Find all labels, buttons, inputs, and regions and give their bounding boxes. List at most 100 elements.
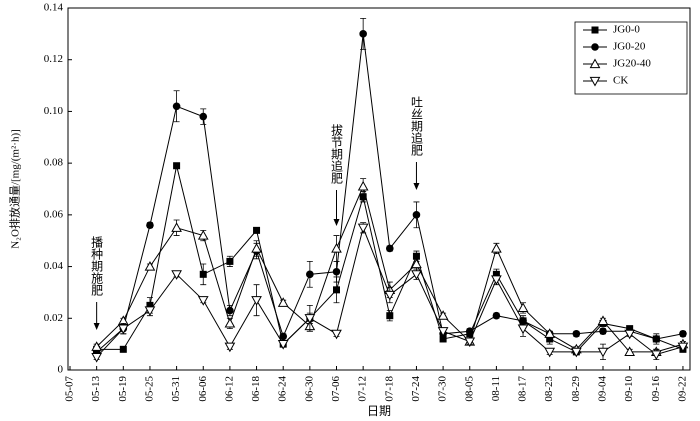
legend-label: JG0-0 (613, 24, 640, 36)
marker (304, 314, 316, 324)
x-tick-label: 05-25 (143, 376, 155, 402)
x-tick-label: 07-06 (330, 376, 342, 402)
marker (517, 324, 529, 335)
series-line (96, 184, 684, 353)
marker (253, 226, 261, 234)
marker (277, 297, 289, 307)
marker (386, 244, 394, 253)
x-tick-label: 09-10 (623, 376, 635, 402)
marker (172, 102, 181, 111)
x-tick-label: 06-12 (223, 376, 235, 402)
x-tick-label: 06-18 (250, 376, 262, 402)
x-tick-label: 08-05 (463, 376, 475, 402)
x-tick-label: 05-31 (170, 376, 182, 402)
marker (277, 340, 289, 350)
marker (91, 352, 102, 363)
marker (173, 162, 181, 170)
marker (491, 242, 502, 253)
x-tick-label: 05-07 (64, 376, 76, 402)
y-tick-label: 0.04 (44, 260, 64, 272)
x-tick-label: 08-23 (543, 376, 555, 402)
marker (331, 329, 342, 340)
marker (597, 315, 609, 325)
legend-label: CK (613, 75, 628, 87)
marker (591, 43, 599, 51)
marker (197, 296, 209, 306)
arrow-head (93, 323, 100, 330)
marker (197, 230, 209, 240)
marker (597, 347, 609, 358)
marker (117, 324, 129, 335)
y-tick-label: 0 (58, 364, 64, 376)
annotation: 播种期施肥 (90, 236, 104, 296)
y-tick-label: 0.02 (44, 312, 63, 324)
marker (624, 329, 635, 340)
marker (589, 58, 601, 69)
arrow-head (333, 219, 340, 226)
arrow-head (413, 183, 420, 190)
marker (226, 306, 234, 315)
marker (306, 270, 314, 279)
y-tick-label: 0.14 (44, 2, 64, 14)
x-tick-label: 07-12 (357, 376, 369, 402)
x-tick-label: 09-22 (676, 376, 688, 402)
marker (384, 290, 396, 301)
marker (571, 347, 582, 358)
annotation: 拔节期追肥 (330, 123, 344, 184)
marker (544, 328, 556, 338)
x-tick-label: 09-04 (597, 376, 609, 402)
marker (357, 180, 369, 191)
marker (652, 335, 661, 343)
legend-label: JG0-20 (613, 41, 646, 53)
marker (251, 296, 262, 306)
marker (331, 242, 342, 253)
x-tick-label: 09-16 (650, 376, 662, 402)
marker (199, 270, 207, 278)
marker (146, 221, 154, 229)
marker (679, 330, 687, 338)
marker (589, 76, 601, 87)
marker (546, 335, 554, 343)
marker (199, 112, 208, 121)
marker (357, 223, 369, 234)
marker (591, 26, 599, 34)
marker (171, 270, 182, 280)
marker (437, 327, 449, 337)
x-tick-label: 08-29 (570, 376, 582, 402)
x-tick-label: 07-24 (410, 376, 422, 402)
marker (224, 317, 236, 328)
marker (437, 310, 449, 320)
marker (517, 302, 529, 313)
marker (491, 275, 502, 286)
marker (251, 242, 262, 253)
annotation: 吐丝期追肥 (409, 96, 423, 156)
marker (144, 306, 156, 317)
plot-frame (67, 7, 691, 371)
x-tick-label: 08-11 (490, 376, 502, 401)
marker (144, 261, 156, 271)
x-tick-label: 06-24 (277, 376, 289, 402)
legend-label: JG20-40 (613, 58, 651, 70)
x-tick-label: 06-30 (303, 376, 315, 402)
marker (226, 257, 234, 265)
x-tick-label: 07-18 (383, 376, 395, 402)
x-tick-label: 06-06 (197, 376, 209, 402)
marker (544, 347, 556, 358)
x-tick-label: 05-13 (90, 376, 102, 402)
marker (412, 211, 421, 219)
marker (572, 330, 581, 338)
marker (359, 30, 367, 38)
x-tick-label: 05-19 (117, 376, 129, 402)
x-tick-label: 07-30 (437, 376, 449, 402)
marker (412, 252, 420, 260)
y-tick-label: 0.12 (44, 53, 63, 65)
marker (171, 222, 182, 232)
y-tick-label: 0.08 (44, 157, 64, 169)
y-tick-label: 0.10 (44, 105, 64, 117)
legend-box (574, 21, 688, 95)
marker (411, 258, 422, 269)
x-tick-label: 08-17 (517, 376, 529, 402)
series-line (96, 165, 684, 353)
y-tick-label: 0.06 (44, 208, 64, 220)
